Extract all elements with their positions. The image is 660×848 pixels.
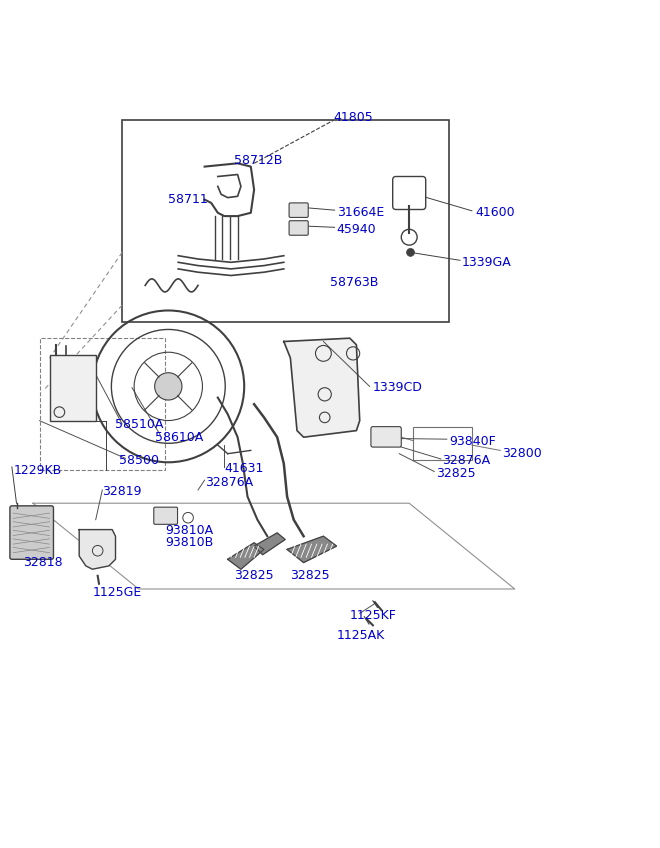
FancyBboxPatch shape (154, 507, 178, 524)
Text: 32825: 32825 (290, 569, 330, 583)
Text: 32876A: 32876A (442, 454, 490, 466)
Circle shape (154, 373, 182, 400)
Bar (50, 354, 96, 421)
Text: 58712B: 58712B (234, 153, 282, 166)
Text: 1125GE: 1125GE (92, 586, 142, 599)
Text: 93810A: 93810A (165, 524, 213, 538)
Text: 32819: 32819 (102, 485, 142, 498)
Text: 58711: 58711 (168, 193, 208, 206)
Text: 32825: 32825 (436, 467, 475, 480)
Text: 1125AK: 1125AK (337, 628, 385, 642)
Text: 1339CD: 1339CD (373, 382, 423, 394)
Bar (412, 427, 472, 460)
Text: 32825: 32825 (234, 569, 274, 583)
Text: 32876A: 32876A (205, 476, 253, 488)
FancyBboxPatch shape (393, 176, 426, 209)
Text: 58500: 58500 (119, 454, 159, 466)
FancyBboxPatch shape (289, 203, 308, 217)
Bar (122, 120, 449, 321)
Polygon shape (228, 543, 264, 569)
Polygon shape (79, 530, 116, 569)
Text: 32800: 32800 (502, 447, 541, 460)
Text: 58763B: 58763B (330, 276, 378, 288)
Text: 93810B: 93810B (165, 536, 213, 550)
Circle shape (407, 248, 414, 256)
Polygon shape (284, 338, 360, 438)
FancyBboxPatch shape (10, 506, 53, 560)
Text: 41631: 41631 (224, 462, 264, 476)
Text: 31664E: 31664E (337, 206, 384, 220)
Text: 1125KF: 1125KF (350, 609, 397, 622)
Text: 93840F: 93840F (449, 435, 496, 448)
Text: 32818: 32818 (23, 556, 63, 569)
Polygon shape (287, 536, 337, 562)
Polygon shape (254, 533, 285, 555)
Text: 45940: 45940 (337, 223, 376, 236)
Text: 41600: 41600 (475, 206, 515, 220)
Text: 58510A: 58510A (115, 417, 164, 431)
FancyBboxPatch shape (289, 220, 308, 235)
Text: 41805: 41805 (333, 110, 373, 124)
Bar (40, 338, 165, 470)
Text: 58610A: 58610A (155, 431, 203, 444)
FancyBboxPatch shape (371, 427, 401, 447)
Text: 1229KB: 1229KB (13, 464, 61, 477)
Text: 1339GA: 1339GA (462, 256, 512, 269)
